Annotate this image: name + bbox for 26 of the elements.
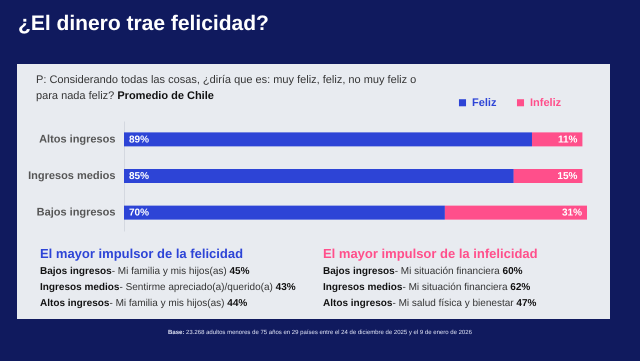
bar — [444, 206, 587, 220]
bar — [514, 169, 582, 183]
data-label: 11% — [558, 134, 578, 146]
text: Bajos ingresos- Mi situación financiera 60% — [323, 265, 524, 279]
data-label: 15% — [557, 171, 578, 182]
text: Ingresos medios- Mi situación financiera 62% — [323, 281, 532, 295]
text: Bajos ingresos- Mi familia y mis hijos(as) 45% — [40, 265, 251, 279]
text: Altos ingresos- Mi familia y mis hijos(as) 44% — [40, 297, 248, 311]
legend-label: Feliz — [472, 96, 497, 109]
data-label: 85% — [129, 171, 150, 182]
bar — [124, 132, 532, 146]
chart-title: ¿El dinero trae felicidad? — [18, 12, 269, 36]
data-label: 31% — [562, 208, 582, 219]
y-tick-label: Bajos ingresos — [36, 206, 116, 219]
legend-label: Infeliz — [530, 96, 562, 109]
data-label: 89% — [129, 134, 150, 146]
bar — [124, 169, 514, 183]
text: El mayor impulsor de la infelicidad — [323, 246, 538, 262]
bar — [124, 206, 445, 220]
y-tick-label: Altos ingresos — [39, 133, 116, 146]
chart-subtitle: P: Considerando todas las cosas, ¿diría que es: muy feliz, feliz, no muy feliz o para nada feliz? Promedio de Chile — [36, 73, 418, 104]
text: Altos ingresos- Mi salud física y bienestar 47% — [323, 297, 538, 311]
text: El mayor impulsor de la felicidad — [40, 246, 244, 262]
y-tick-label: Ingresos medios — [28, 170, 116, 182]
text: Ingresos medios- Sentirme apreciado(a)/querido(a) 43% — [40, 281, 296, 295]
data-label: 70% — [129, 208, 150, 219]
